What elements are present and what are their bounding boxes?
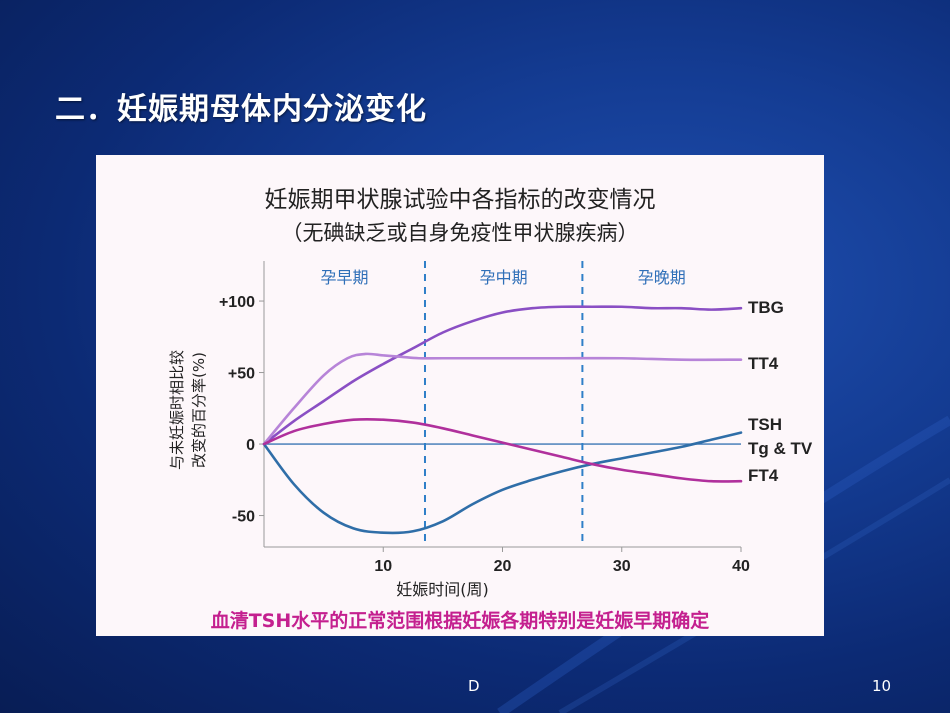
series-label: TT4 bbox=[748, 354, 779, 373]
x-tick-label: 10 bbox=[374, 558, 392, 575]
slide-title: 二．妊娠期母体内分泌变化 bbox=[55, 92, 427, 127]
series-label: TSH bbox=[748, 415, 782, 434]
footer-center-text: D bbox=[468, 677, 480, 695]
phase-label: 孕晚期 bbox=[638, 268, 686, 287]
x-tick-label: 20 bbox=[494, 558, 512, 575]
y-tick-label: -50 bbox=[232, 509, 255, 526]
series-line-ft4 bbox=[262, 417, 743, 483]
y-tick-label: 0 bbox=[246, 437, 255, 454]
series-label: Tg & TV bbox=[748, 439, 813, 458]
line-chart: 妊娠期甲状腺试验中各指标的改变情况 （无碘缺乏或自身免疫性甲状腺疾病） +100 +5… bbox=[168, 187, 813, 632]
x-axis-label: 妊娠时间(周) bbox=[396, 580, 489, 599]
page-number: 10 bbox=[872, 677, 892, 695]
chart-figure: 妊娠期甲状腺试验中各指标的改变情况 （无碘缺乏或自身免疫性甲状腺疾病） +100 +5… bbox=[96, 155, 824, 636]
series-label: FT4 bbox=[748, 466, 779, 485]
series-line-tt4 bbox=[262, 352, 743, 446]
chart-subtitle: （无碘缺乏或自身免疫性甲状腺疾病） bbox=[282, 221, 639, 245]
chart-note: 血清TSH水平的正常范围根据妊娠各期特别是妊娠早期确定 bbox=[211, 609, 710, 632]
y-tick-label: +50 bbox=[228, 366, 255, 383]
phase-label: 孕中期 bbox=[480, 268, 528, 287]
x-tick-label: 40 bbox=[732, 558, 750, 575]
phase-label: 孕早期 bbox=[320, 268, 368, 287]
chart-title: 妊娠期甲状腺试验中各指标的改变情况 bbox=[265, 187, 656, 213]
y-axis-label-line2: 改变的百分率(%) bbox=[190, 352, 208, 468]
y-axis-label-line1: 与未妊娠时相比较 bbox=[168, 350, 186, 470]
series-line-tbg bbox=[262, 305, 743, 446]
x-tick-label: 30 bbox=[613, 558, 631, 575]
series-label: TBG bbox=[748, 298, 784, 317]
series-line-tsh bbox=[262, 431, 743, 535]
y-tick-label: +100 bbox=[219, 294, 255, 311]
